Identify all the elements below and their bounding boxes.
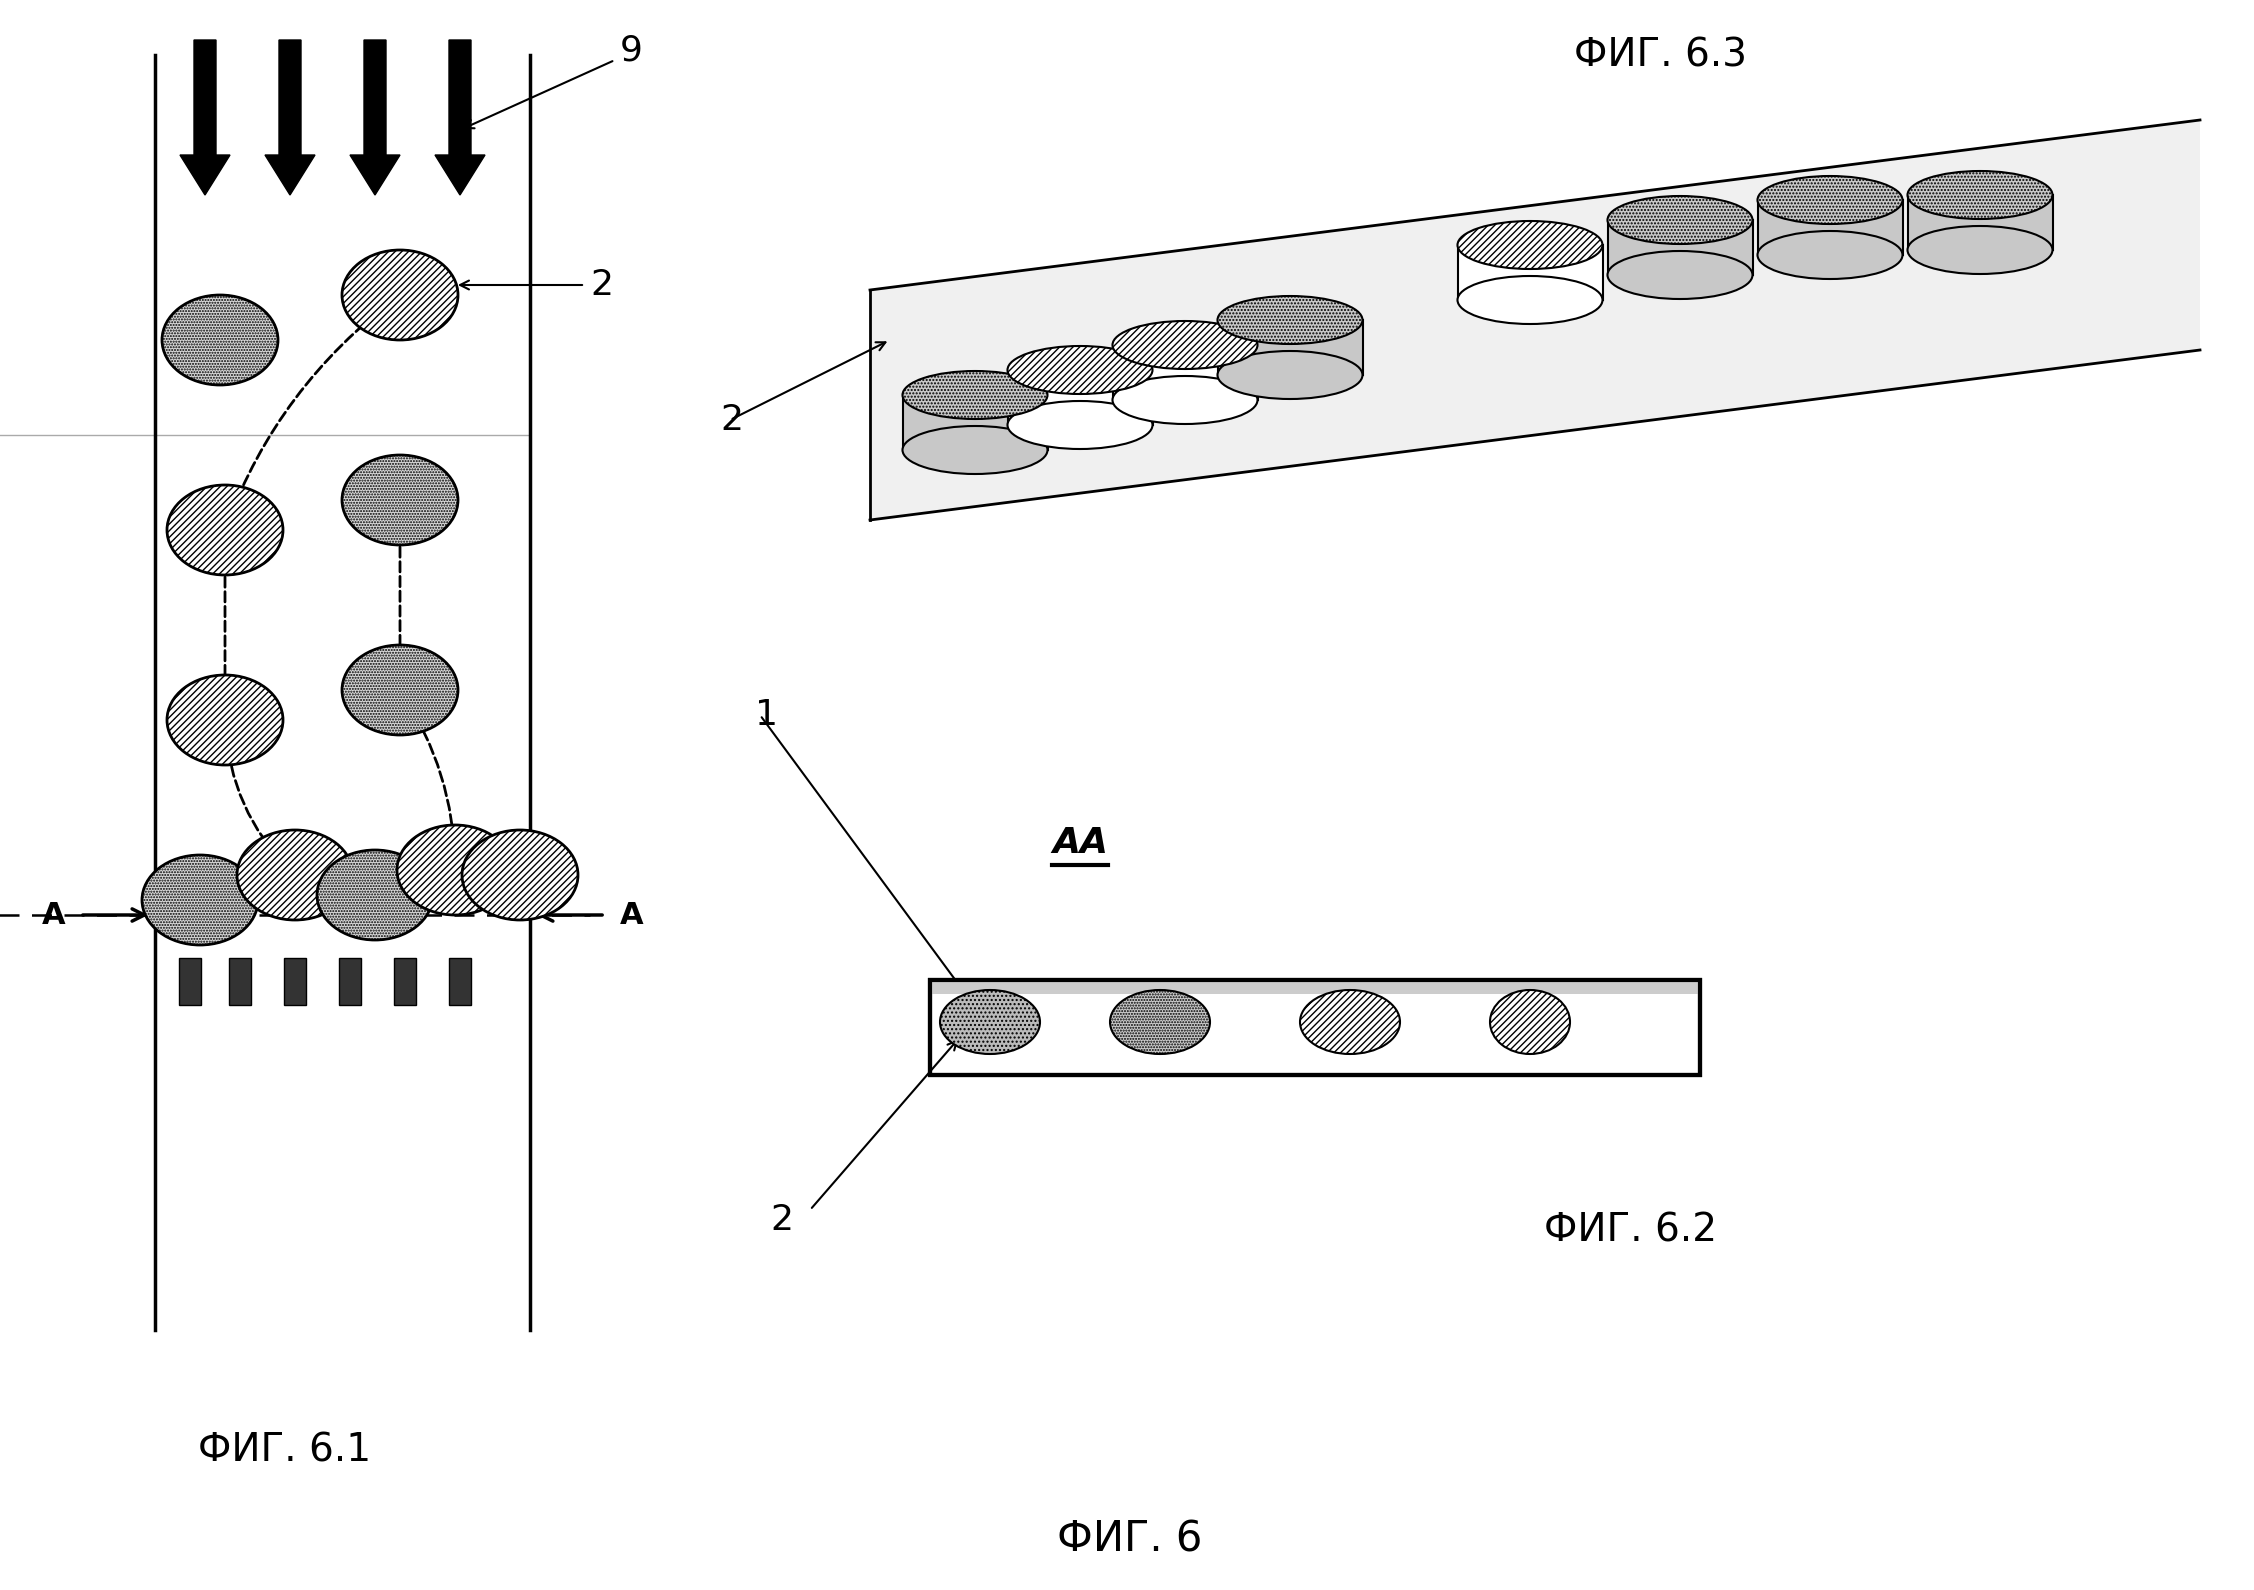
Ellipse shape <box>902 370 1048 420</box>
Text: 2: 2 <box>719 402 744 437</box>
FancyArrow shape <box>435 40 485 196</box>
Bar <box>338 959 361 1005</box>
Bar <box>931 983 1697 994</box>
Text: 1: 1 <box>755 698 778 731</box>
Ellipse shape <box>1217 296 1361 343</box>
Bar <box>1458 245 1603 301</box>
Ellipse shape <box>237 830 354 921</box>
Text: 2: 2 <box>771 1204 793 1237</box>
Ellipse shape <box>902 426 1048 474</box>
Text: ФИГ. 6.3: ФИГ. 6.3 <box>1573 37 1747 75</box>
Bar <box>1008 370 1152 425</box>
Ellipse shape <box>167 485 284 576</box>
Bar <box>1607 219 1754 275</box>
Ellipse shape <box>1113 375 1258 425</box>
Bar <box>230 959 250 1005</box>
Bar <box>1217 320 1361 375</box>
Ellipse shape <box>1607 251 1754 299</box>
Text: 2: 2 <box>591 269 613 302</box>
Bar <box>931 979 1700 1075</box>
Ellipse shape <box>1458 221 1603 269</box>
Text: А: А <box>41 900 65 930</box>
Polygon shape <box>870 119 2200 520</box>
Ellipse shape <box>1113 321 1258 369</box>
Ellipse shape <box>1008 347 1152 394</box>
Text: ФИГ. 6: ФИГ. 6 <box>1057 1518 1204 1561</box>
Bar <box>931 979 1700 1075</box>
Ellipse shape <box>462 830 577 921</box>
FancyArrow shape <box>266 40 316 196</box>
Ellipse shape <box>343 250 458 340</box>
Ellipse shape <box>343 455 458 545</box>
Ellipse shape <box>1458 277 1603 324</box>
Ellipse shape <box>1301 991 1400 1054</box>
Ellipse shape <box>142 855 257 944</box>
Ellipse shape <box>1008 401 1152 448</box>
Bar <box>284 959 307 1005</box>
FancyArrow shape <box>349 40 399 196</box>
Bar <box>394 959 417 1005</box>
Text: А: А <box>620 900 645 930</box>
Ellipse shape <box>1907 226 2053 273</box>
Ellipse shape <box>1109 991 1210 1054</box>
Ellipse shape <box>940 991 1039 1054</box>
Bar <box>178 959 201 1005</box>
FancyArrow shape <box>180 40 230 196</box>
Ellipse shape <box>1758 176 1902 224</box>
Ellipse shape <box>1607 196 1754 243</box>
Ellipse shape <box>397 825 514 914</box>
Bar <box>902 394 1048 450</box>
Text: ФИГ. 6.2: ФИГ. 6.2 <box>1544 1212 1718 1250</box>
Bar <box>449 959 471 1005</box>
Ellipse shape <box>1907 172 2053 219</box>
Ellipse shape <box>318 851 433 940</box>
Text: ФИГ. 6.1: ФИГ. 6.1 <box>198 1431 372 1469</box>
Ellipse shape <box>167 676 284 765</box>
Bar <box>1113 345 1258 401</box>
Ellipse shape <box>1217 351 1361 399</box>
Ellipse shape <box>1758 231 1902 278</box>
Bar <box>1758 200 1902 254</box>
Text: АА: АА <box>1053 825 1109 860</box>
Ellipse shape <box>162 296 277 385</box>
Bar <box>1907 196 2053 250</box>
Ellipse shape <box>343 646 458 735</box>
Text: 9: 9 <box>620 33 642 67</box>
Ellipse shape <box>1490 991 1571 1054</box>
